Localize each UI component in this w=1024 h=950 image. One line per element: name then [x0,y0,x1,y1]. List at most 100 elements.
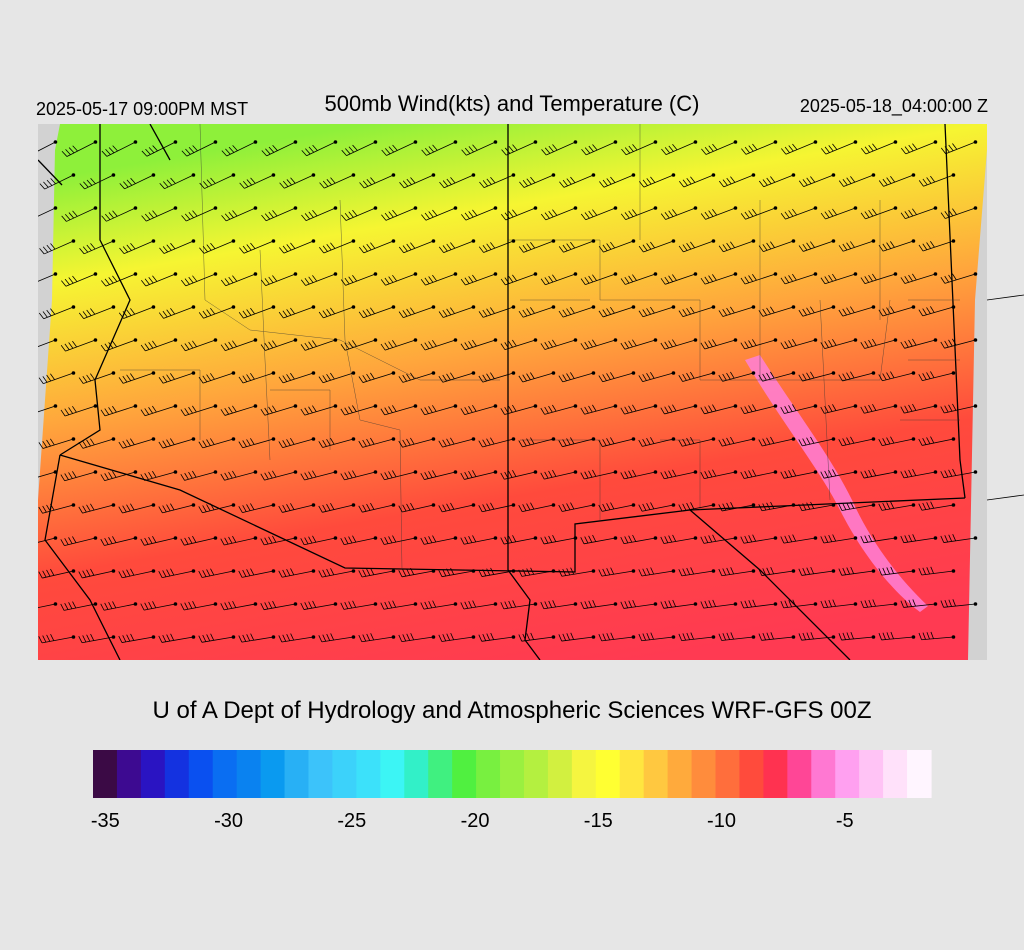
wind-barb [598,502,636,512]
wind-barb [100,601,138,611]
wind-barb [198,371,236,384]
wind-barb [399,173,436,189]
wind-barb [420,600,458,610]
wind-barb [878,501,916,511]
wind-barb [740,534,778,544]
wind-barb [158,437,196,449]
wind-barb [860,272,898,285]
wind-barb [238,371,276,384]
colorbar-swatch [811,750,836,798]
wind-barb [518,437,556,448]
wind-barb [860,534,898,544]
wind-barb [260,600,298,611]
colorbar-swatch [164,750,190,798]
wind-barb [798,436,836,447]
wind-barb [300,404,338,416]
wind-barb [479,173,516,189]
wind-barb [438,567,476,578]
wind-barb [199,239,236,254]
wind-barb [540,535,578,545]
wind-barb [758,173,796,188]
wind-barb [518,371,556,383]
wind-barb [540,272,578,286]
wind-barb [501,140,538,156]
wind-barb [79,173,116,190]
wind-barb [140,404,178,417]
colorbar-swatch [332,750,357,798]
wind-barb [518,305,556,318]
wind-barb [900,140,938,155]
wind-barb [780,599,818,609]
wind-barb [718,567,756,577]
wind-barb [718,632,756,641]
valid-time-label: 2025-05-18_04:00:00 Z [799,96,988,116]
wind-barb [141,206,178,222]
colorbar-swatch [476,750,501,798]
wind-barb [300,338,338,351]
wind-barb [238,568,276,578]
wind-barb [438,502,476,513]
wind-barb [878,436,916,446]
wind-barb [638,371,676,383]
wind-barb [318,371,356,384]
wind-barb [660,599,698,609]
wind-barb [701,140,738,155]
colorbar-tick-label: -20 [460,810,490,832]
wind-barb [239,239,276,254]
wind-barb [620,404,658,415]
wind-barb [279,173,316,189]
wind-barb [181,206,218,222]
wind-barb [598,632,636,642]
colorbar-swatch [428,750,453,798]
wind-barb [558,567,596,577]
wind-barb [140,601,178,611]
wind-barb [740,404,778,415]
wind-barb [460,272,498,286]
wind-barb [700,534,738,544]
wind-barb [478,371,516,383]
map-title: 500mb Wind(kts) and Temperature (C) [324,91,700,116]
wind-barb [318,305,356,319]
colorbar-swatch [667,750,693,798]
wind-barb [820,599,858,609]
wind-barb [420,404,458,416]
wind-barb [358,633,396,643]
colorbar-swatch [835,750,860,798]
wind-barb [261,206,298,222]
wind-barb [100,404,138,417]
wind-barb [878,566,916,576]
wind-barb [940,338,978,349]
wind-barb [78,633,116,644]
wind-barb [700,206,738,220]
colorbar-swatch [763,750,788,798]
wind-barb [358,305,396,319]
wind-barb [118,568,156,579]
colorbar-tick-label: -30 [214,810,243,832]
wind-barb [220,470,258,481]
wind-barb [38,140,58,152]
wind-barb [301,206,338,222]
wind-barb [141,140,178,157]
colorbar-swatch [739,750,764,798]
wind-barb [318,503,356,513]
wind-barb [319,173,356,189]
wind-barb [341,206,378,221]
wind-barb [500,470,538,480]
state-borders [38,124,966,660]
wind-barb [620,206,658,220]
wind-barb [740,272,778,285]
wind-barb [438,437,476,448]
wind-barb [678,239,716,253]
wind-barb [158,633,196,643]
wind-barb [838,566,876,576]
wind-barb [718,371,756,382]
colorbar-swatch [691,750,717,798]
wind-barb [198,568,236,578]
wind-barb [661,140,698,155]
wind-barb [660,404,698,415]
wind-barb [220,272,258,287]
wind-barb [380,272,418,286]
wind-barb [838,239,876,252]
colorbar-swatch [643,750,669,798]
wind-barb [918,239,956,252]
